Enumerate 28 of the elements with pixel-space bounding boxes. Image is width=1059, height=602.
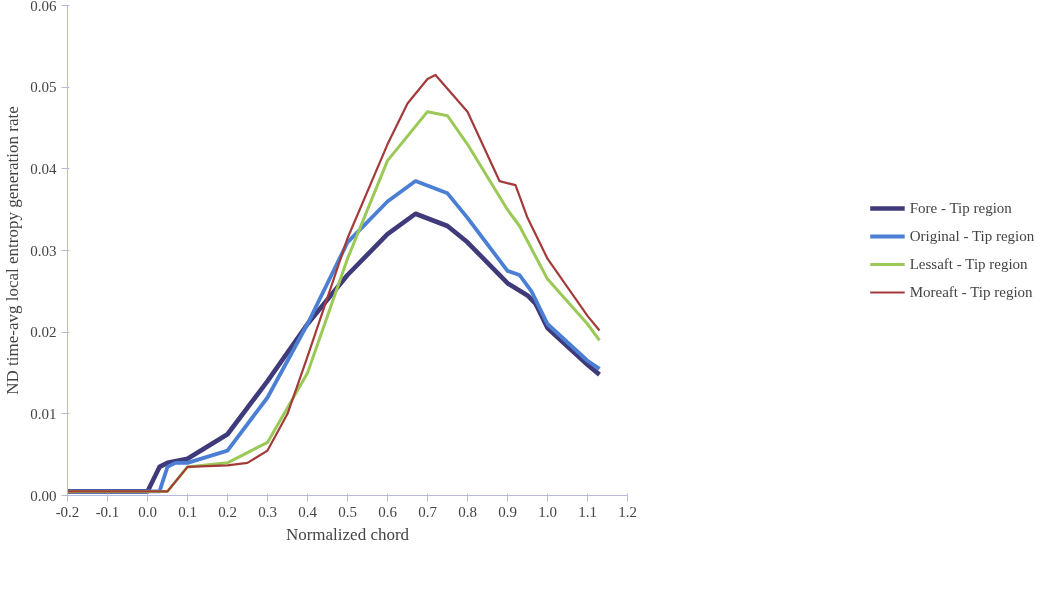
x-axis-title: Normalized chord xyxy=(285,524,410,544)
x-tick-label: 0.5 xyxy=(338,503,357,520)
y-tick-label: 0.04 xyxy=(30,160,57,177)
y-axis-title: ND time-avg local entropy generation rate xyxy=(3,106,23,395)
x-tick-label: -0.1 xyxy=(95,503,120,520)
y-tick-label: 0.01 xyxy=(30,405,57,422)
y-tick-label: 0.03 xyxy=(30,242,57,259)
legend-label: Original - Tip region xyxy=(909,227,1035,245)
x-tick-label: 0.9 xyxy=(498,503,517,520)
x-tick-label: 0.7 xyxy=(418,503,438,520)
x-tick-label: -0.2 xyxy=(55,503,80,520)
x-tick-label: 1.2 xyxy=(618,503,637,520)
x-tick-label: 1.0 xyxy=(538,503,557,520)
x-tick-label: 0.8 xyxy=(458,503,477,520)
x-tick-label: 1.1 xyxy=(578,503,597,520)
legend-label: Lessaft - Tip region xyxy=(909,255,1028,273)
x-tick-label: 0.3 xyxy=(258,503,277,520)
x-tick-label: 0.4 xyxy=(298,503,318,520)
y-tick-label: 0.02 xyxy=(30,324,57,341)
y-tick-label: 0.00 xyxy=(30,487,57,504)
x-tick-label: 0.1 xyxy=(178,503,197,520)
x-tick-label: 0.6 xyxy=(378,503,398,520)
x-tick-label: 0.2 xyxy=(218,503,237,520)
y-tick-label: 0.05 xyxy=(30,79,57,96)
legend-label: Moreaft - Tip region xyxy=(909,283,1033,301)
y-tick-label: 0.06 xyxy=(30,0,57,14)
legend-label: Fore - Tip region xyxy=(909,199,1012,217)
x-tick-label: 0.0 xyxy=(138,503,157,520)
